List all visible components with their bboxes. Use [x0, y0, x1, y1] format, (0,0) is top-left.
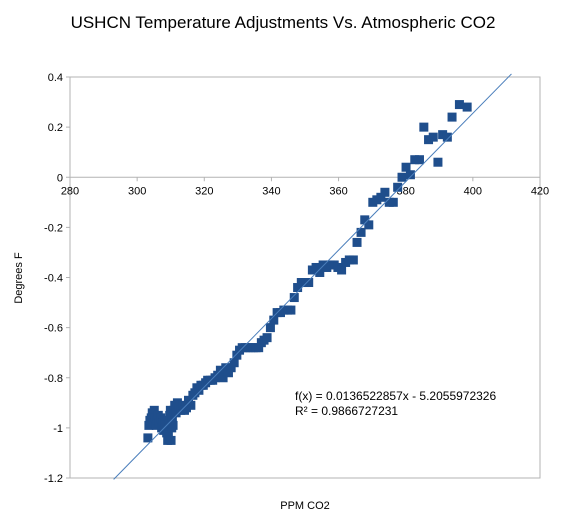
data-point — [293, 283, 303, 293]
data-point — [167, 413, 177, 423]
data-point — [218, 373, 228, 383]
x-tick-label: 280 — [61, 185, 79, 197]
data-point — [149, 405, 159, 415]
y-axis-label: Degrees F — [13, 252, 25, 304]
y-tick-label: 0 — [57, 172, 63, 184]
y-tick-label: -0.4 — [44, 273, 63, 285]
data-point — [337, 265, 347, 275]
data-point — [229, 358, 239, 368]
data-point — [226, 363, 236, 373]
data-point — [419, 122, 429, 132]
data-point — [286, 305, 296, 315]
data-point — [424, 135, 434, 145]
y-tick-label: -0.8 — [44, 373, 63, 385]
data-point — [262, 333, 272, 343]
data-point — [438, 130, 448, 140]
data-point — [194, 385, 204, 395]
y-axis: -1.2 -1 -0.8 -0.6 -0.4 -0.2 0 0.2 0.4 — [44, 72, 70, 485]
data-point — [171, 408, 181, 418]
y-tick-label: 0.2 — [48, 122, 63, 134]
data-point — [254, 343, 264, 353]
data-point — [364, 220, 374, 230]
x-tick-label: 340 — [262, 185, 280, 197]
data-point — [447, 112, 457, 122]
data-point — [269, 315, 279, 325]
data-point — [348, 255, 358, 265]
data-point — [223, 368, 233, 378]
x-tick-label: 320 — [195, 185, 213, 197]
data-point — [186, 400, 196, 410]
x-axis-label: PPM CO2 — [280, 500, 330, 512]
trendline — [113, 73, 512, 480]
x-tick-label: 400 — [464, 185, 482, 197]
trendline-group — [113, 73, 512, 480]
data-point — [401, 162, 411, 172]
data-point — [428, 132, 438, 142]
data-point — [352, 237, 362, 247]
data-point — [442, 132, 452, 142]
data-point — [356, 227, 366, 237]
data-point — [388, 197, 398, 207]
data-point — [454, 100, 464, 110]
y-tick-label: -0.6 — [44, 323, 63, 335]
data-point — [265, 323, 275, 333]
data-point — [221, 363, 231, 373]
data-point — [462, 102, 472, 112]
data-point — [360, 215, 370, 225]
trendline-equation: f(x) = 0.0136522857x - 5.2055972326 — [295, 389, 497, 403]
data-point — [311, 262, 321, 272]
data-point — [213, 370, 223, 380]
x-tick-label: 300 — [128, 185, 146, 197]
data-point — [166, 435, 176, 445]
y-tick-label: -0.2 — [44, 222, 63, 234]
x-axis: 280 300 320 340 360 380 400 420 — [61, 176, 549, 197]
data-point — [289, 293, 299, 303]
data-point — [410, 155, 420, 165]
x-tick-label: 360 — [329, 185, 347, 197]
data-point — [405, 170, 415, 180]
chart-title: USHCN Temperature Adjustments Vs. Atmosp… — [70, 13, 496, 32]
trendline-r-squared: R² = 0.9866727231 — [295, 404, 399, 418]
data-points — [143, 100, 472, 445]
y-tick-label: 0.4 — [48, 72, 63, 84]
x-tick-label: 420 — [531, 185, 549, 197]
y-tick-label: -1 — [53, 423, 63, 435]
data-point — [143, 433, 153, 443]
data-point — [172, 398, 182, 408]
data-point — [397, 172, 407, 182]
data-point — [232, 350, 242, 360]
data-point — [393, 182, 403, 192]
data-point — [163, 430, 173, 440]
data-point — [380, 187, 390, 197]
data-point — [315, 267, 325, 277]
y-tick-label: -1.2 — [44, 473, 63, 485]
data-point — [414, 155, 424, 165]
data-point — [376, 192, 386, 202]
data-point — [168, 420, 178, 430]
data-point — [184, 395, 194, 405]
data-point — [433, 157, 443, 167]
data-point — [304, 278, 314, 288]
